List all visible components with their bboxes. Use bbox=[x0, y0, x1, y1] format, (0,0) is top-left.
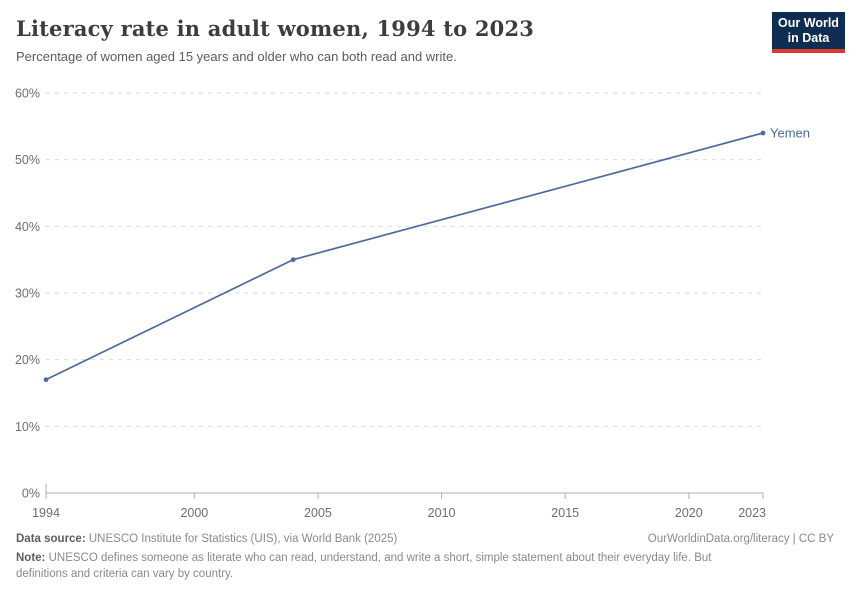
series-line-yemen[interactable] bbox=[45, 132, 764, 381]
y-tick-label: 30% bbox=[15, 287, 40, 301]
line-chart[interactable]: 0% 10% 20% 30% 40% 50% 60% 1994 2000 2005 2010 2015… bbox=[0, 72, 850, 532]
data-point[interactable] bbox=[760, 130, 766, 136]
x-tick-label: 1994 bbox=[32, 506, 60, 520]
y-axis-labels: 0% 10% 20% 30% 40% 50% 60% bbox=[15, 87, 40, 501]
logo-line2: in Data bbox=[787, 31, 830, 45]
note-value: UNESCO defines someone as literate who c… bbox=[16, 552, 712, 580]
x-tick-label: 2005 bbox=[304, 506, 332, 520]
y-tick-label: 20% bbox=[15, 353, 40, 367]
owid-logo: Our World in Data bbox=[772, 12, 845, 53]
chart-title: Literacy rate in adult women, 1994 to 20… bbox=[16, 16, 535, 41]
gridlines bbox=[46, 92, 763, 494]
y-tick-label: 10% bbox=[15, 420, 40, 434]
series-label[interactable]: Yemen bbox=[770, 126, 810, 141]
footer-note: Note: UNESCO defines someone as literate… bbox=[16, 550, 761, 582]
x-tick-label: 2010 bbox=[428, 506, 456, 520]
footer-citation: OurWorldinData.org/literacy | CC BY bbox=[648, 531, 834, 547]
owid-logo-text: Our World in Data bbox=[772, 12, 845, 49]
source-row: Data source: UNESCO Institute for Statis… bbox=[16, 531, 834, 547]
x-tick-label: 2020 bbox=[675, 506, 703, 520]
data-source-value: UNESCO Institute for Statistics (UIS), v… bbox=[88, 533, 398, 545]
logo-line1: Our World bbox=[778, 16, 839, 30]
chart-header: Literacy rate in adult women, 1994 to 20… bbox=[16, 15, 758, 65]
y-tick-label: 50% bbox=[15, 153, 40, 167]
data-source: Data source: UNESCO Institute for Statis… bbox=[16, 531, 397, 547]
y-tick-label: 60% bbox=[15, 87, 40, 101]
data-source-label: Data source: bbox=[16, 533, 86, 545]
data-point[interactable] bbox=[43, 377, 49, 383]
x-tick-label: 2023 bbox=[738, 506, 766, 520]
x-axis: 1994 2000 2005 2010 2015 2020 2023 bbox=[32, 484, 766, 520]
logo-accent-bar bbox=[772, 49, 845, 53]
x-tick-label: 2015 bbox=[551, 506, 579, 520]
data-point[interactable] bbox=[290, 257, 296, 263]
footer-link[interactable]: OurWorldinData.org/literacy | CC BY bbox=[647, 533, 834, 545]
note-label: Note: bbox=[16, 552, 46, 564]
y-tick-label: 40% bbox=[15, 220, 40, 234]
y-tick-label: 0% bbox=[22, 487, 40, 501]
chart-subtitle: Percentage of women aged 15 years and ol… bbox=[16, 49, 457, 64]
chart-footer: Data source: UNESCO Institute for Statis… bbox=[16, 531, 834, 582]
x-tick-label: 2000 bbox=[180, 506, 208, 520]
